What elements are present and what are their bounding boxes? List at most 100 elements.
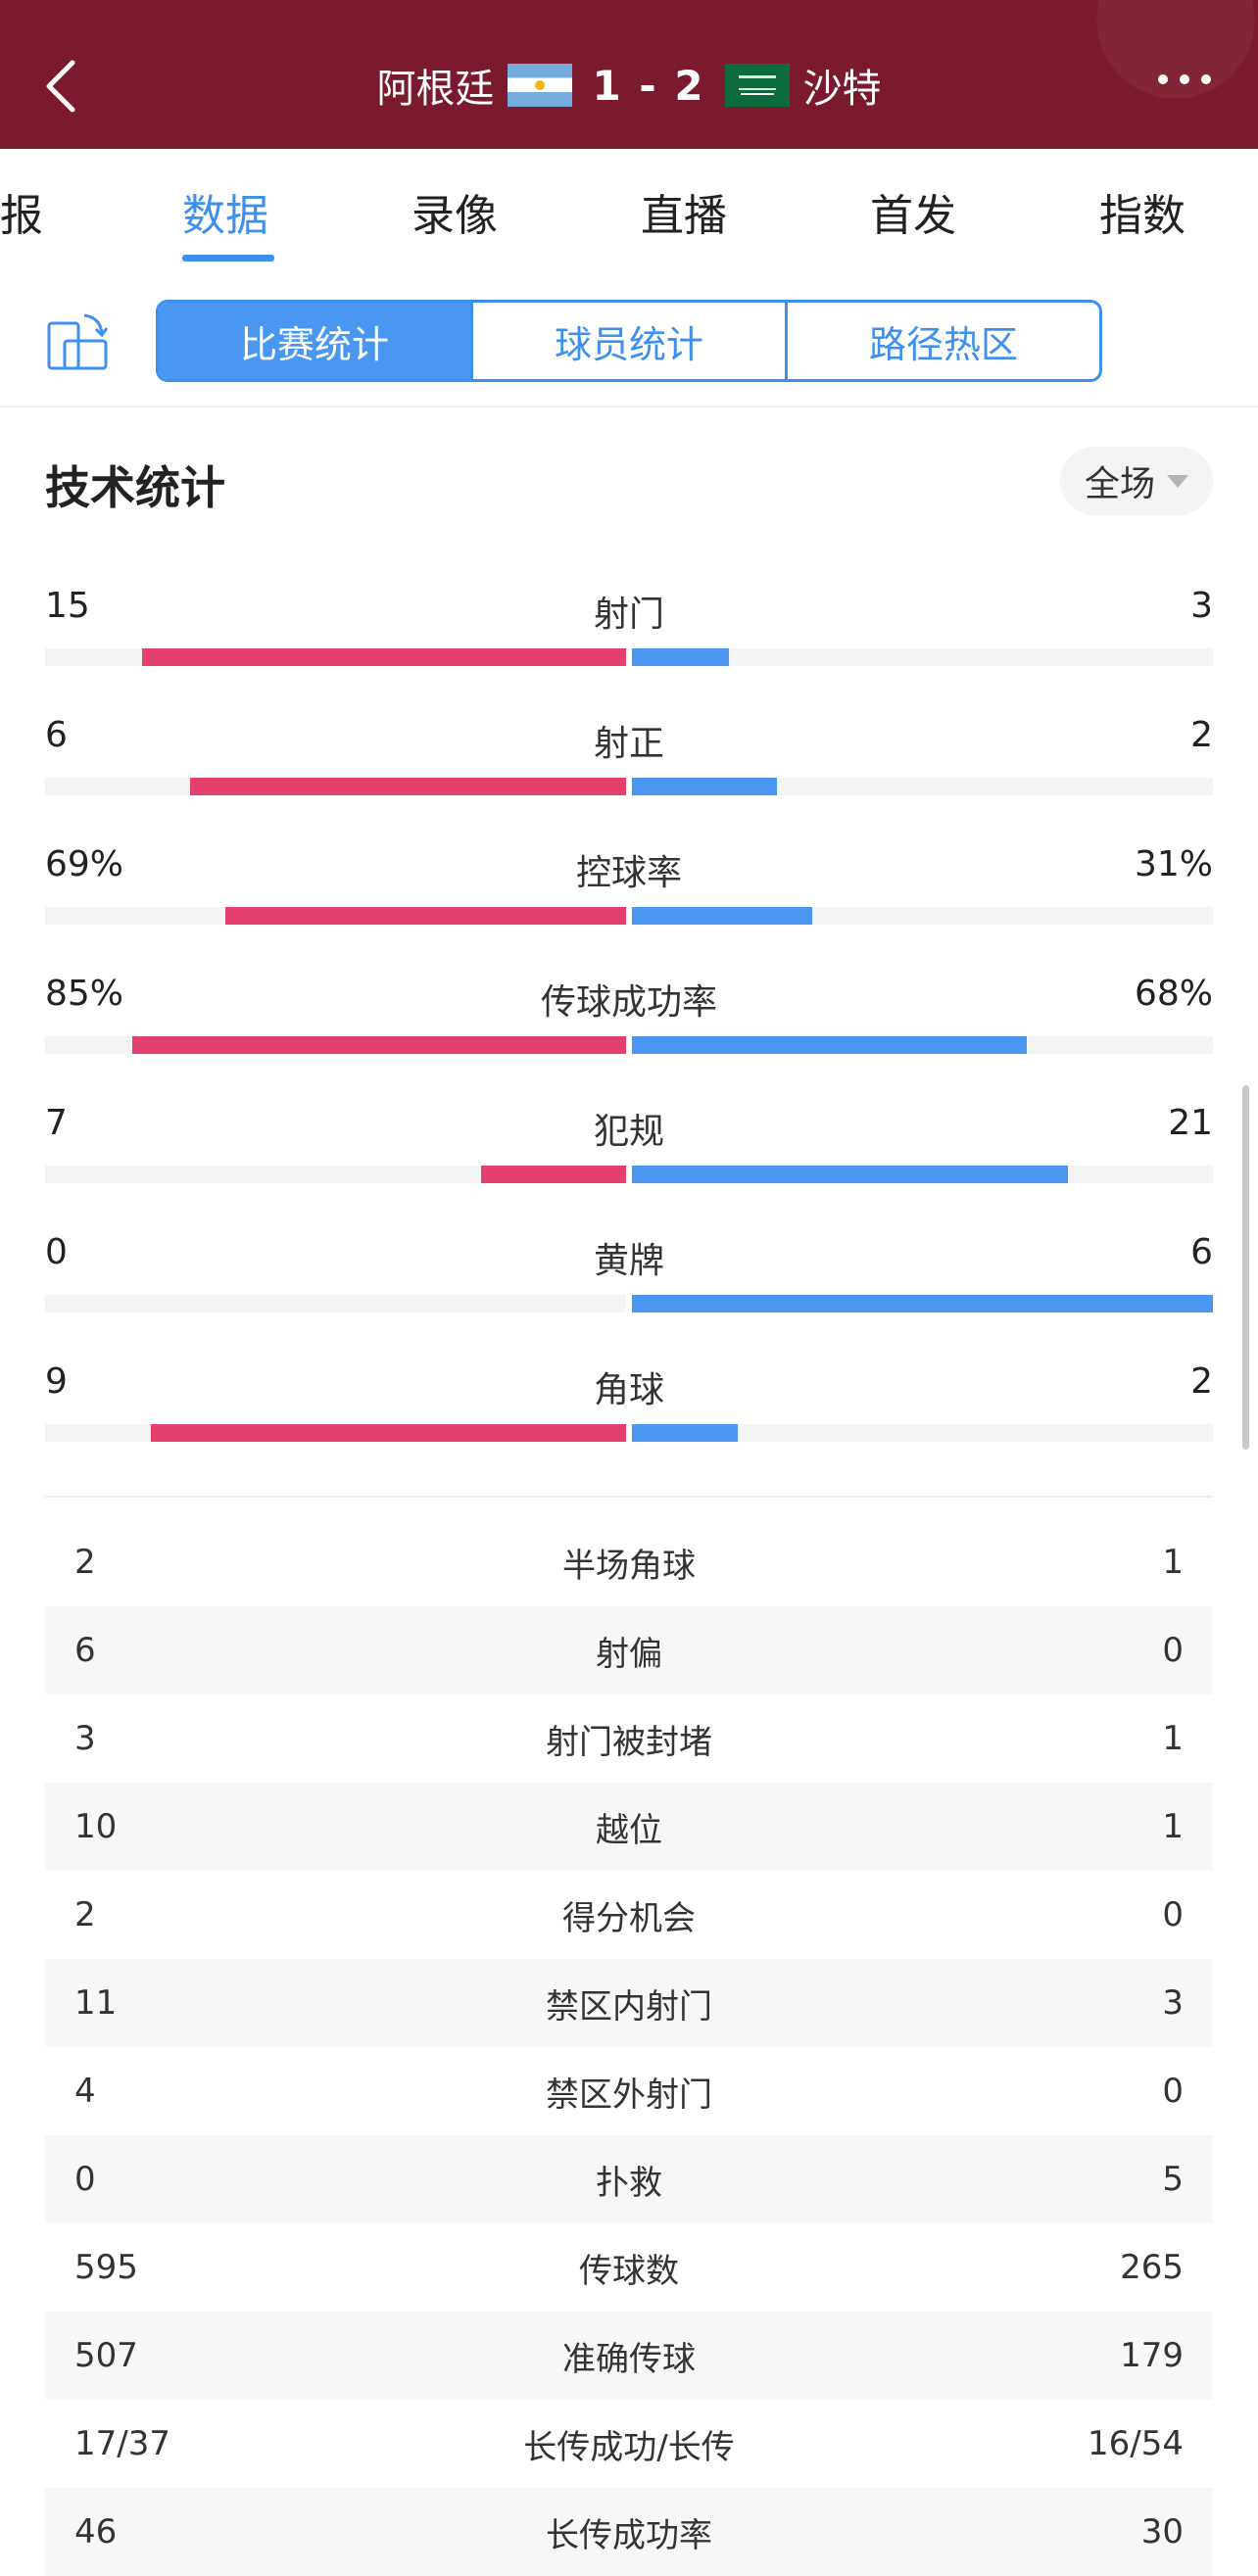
stat-label: 传球数	[579, 2251, 679, 2291]
away-value: 3	[1190, 586, 1213, 626]
stat-label: 半场角球	[562, 1546, 696, 1586]
segment-heatmap[interactable]: 路径热区	[868, 322, 1018, 366]
stats-view-switcher: 比赛统计 球员统计 路径热区	[0, 274, 1258, 407]
tab-report[interactable]: 报	[0, 191, 43, 241]
tab-replay[interactable]: 录像	[411, 191, 498, 241]
bar-stat-row: 69% 控球率 31%	[45, 836, 1213, 966]
home-value: 9	[45, 1361, 68, 1402]
away-value: 0	[1162, 2072, 1184, 2111]
home-value: 507	[74, 2336, 138, 2375]
away-value: 1	[1162, 1719, 1184, 1758]
table-stat-row: 507 准确传球 179	[45, 2312, 1213, 2400]
home-bar-track	[45, 1166, 626, 1183]
table-stat-row: 2 半场角球 1	[45, 1518, 1213, 1606]
bar-stat-row: 0 黄牌 6	[45, 1224, 1213, 1354]
home-bar-track	[45, 1295, 626, 1312]
stat-label: 长传成功/长传	[523, 2427, 735, 2467]
period-dropdown-value: 全场	[1084, 464, 1155, 504]
argentina-flag-icon	[508, 64, 573, 107]
tab-odds[interactable]: 指数	[1099, 191, 1185, 241]
period-dropdown[interactable]: 全场	[1060, 447, 1213, 515]
table-stat-row: 46 长传成功率 30	[45, 2488, 1213, 2576]
back-arrow-icon	[46, 60, 75, 113]
away-value: 6	[1190, 1232, 1213, 1272]
away-value: 0	[1162, 1631, 1184, 1670]
table-stat-row: 17/37 长传成功/长传 16/54	[45, 2400, 1213, 2488]
away-value: 2	[1190, 1361, 1213, 1402]
away-bar-track	[632, 1036, 1213, 1054]
home-value: 0	[74, 2160, 96, 2199]
stat-label: 黄牌	[593, 1241, 664, 1281]
stat-label: 得分机会	[562, 1898, 696, 1938]
away-value: 5	[1162, 2160, 1184, 2199]
home-value: 11	[74, 1983, 118, 2023]
bar-stat-row: 9 角球 2	[45, 1354, 1213, 1483]
home-bar-fill	[151, 1424, 626, 1442]
table-stat-row: 4 禁区外射门 0	[45, 2047, 1213, 2135]
away-value: 30	[1140, 2512, 1184, 2552]
away-bar-fill	[632, 1424, 738, 1442]
back-button[interactable]	[39, 55, 82, 118]
segment-match-stats[interactable]: 比赛统计	[159, 303, 473, 379]
away-value: 1	[1162, 1807, 1184, 1846]
stat-label: 扑救	[596, 2163, 662, 2203]
tab-lineup[interactable]: 首发	[870, 191, 956, 241]
away-bar-fill	[632, 648, 729, 666]
table-stat-row: 10 越位 1	[45, 1783, 1213, 1871]
bar-stat-row: 6 射正 2	[45, 707, 1213, 836]
tab-data[interactable]: 数据	[182, 191, 268, 241]
home-value: 7	[45, 1103, 68, 1143]
home-bar-track	[45, 1424, 626, 1442]
home-bar-track	[45, 907, 626, 925]
match-score: 1 - 2	[592, 61, 705, 110]
home-value: 0	[45, 1232, 68, 1272]
table-stat-row: 595 传球数 265	[45, 2223, 1213, 2312]
stat-label: 角球	[593, 1370, 664, 1410]
stat-label: 长传成功率	[546, 2515, 712, 2555]
home-value: 15	[45, 586, 90, 626]
home-bar-fill	[142, 648, 626, 666]
home-bar-track	[45, 648, 626, 666]
away-value: 2	[1190, 715, 1213, 755]
stat-label: 射门	[593, 595, 664, 635]
away-bar-fill	[632, 1166, 1068, 1183]
home-value: 69%	[45, 844, 124, 884]
away-bar-track	[632, 1166, 1213, 1183]
table-stat-row: 6 射偏 0	[45, 1606, 1213, 1694]
more-options-icon[interactable]	[1158, 74, 1211, 84]
match-header: 阿根廷 1 - 2 沙特	[0, 0, 1258, 149]
tab-bar: 报 数据 录像 直播 首发 指数	[0, 149, 1258, 274]
away-bar-fill	[632, 907, 812, 925]
comparison-bar	[45, 1295, 1213, 1312]
rotate-screen-icon[interactable]	[45, 310, 110, 374]
home-bar-fill	[190, 778, 626, 795]
home-team-name: 阿根廷	[376, 67, 495, 112]
home-value: 2	[74, 1895, 96, 1934]
away-bar-track	[632, 907, 1213, 925]
scrollbar[interactable]	[1242, 1085, 1249, 1450]
stat-label: 犯规	[593, 1112, 664, 1152]
stat-label: 控球率	[575, 853, 682, 893]
comparison-bar	[45, 1166, 1213, 1183]
bar-stat-row: 85% 传球成功率 68%	[45, 966, 1213, 1095]
tab-live[interactable]: 直播	[641, 191, 727, 241]
away-value: 1	[1162, 1543, 1184, 1582]
away-bar-track	[632, 778, 1213, 795]
away-bar-fill	[632, 1036, 1027, 1054]
comparison-bar	[45, 907, 1213, 925]
home-bar-track	[45, 1036, 626, 1054]
away-value: 179	[1120, 2336, 1184, 2375]
away-bar-track	[632, 1424, 1213, 1442]
home-value: 3	[74, 1719, 96, 1758]
segment-player-stats[interactable]: 球员统计	[473, 303, 788, 379]
home-value: 17/37	[74, 2424, 170, 2463]
stats-segmented-control: 比赛统计 球员统计 路径热区	[156, 300, 1102, 382]
home-value: 4	[74, 2072, 96, 2111]
away-team-name: 沙特	[802, 67, 882, 112]
home-bar-fill	[225, 907, 626, 925]
comparison-bar	[45, 648, 1213, 666]
section-divider	[45, 1496, 1213, 1498]
home-bar-fill	[132, 1036, 626, 1054]
stat-label: 禁区外射门	[546, 2075, 712, 2115]
section-title: 技术统计	[45, 461, 225, 514]
